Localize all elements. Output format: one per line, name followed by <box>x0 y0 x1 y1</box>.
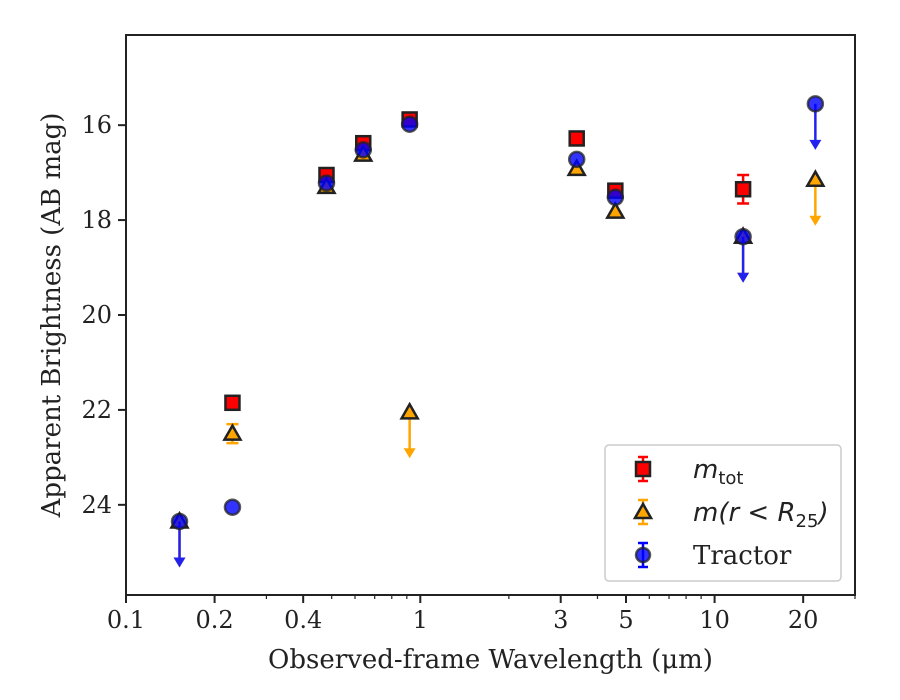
y-tick-label: 18 <box>81 206 112 234</box>
legend: mtot m(r < R25) Tractor <box>604 444 842 582</box>
data-point-triangle <box>605 200 626 219</box>
y-tick-label: 20 <box>81 301 112 329</box>
y-tick-label: 16 <box>81 111 112 139</box>
series-square <box>224 111 752 412</box>
data-point-triangle <box>805 169 826 188</box>
data-point-circle <box>567 150 586 169</box>
data-point-circle <box>634 546 652 564</box>
y-tick-label: 22 <box>81 396 112 424</box>
x-tick-label: 0.1 <box>107 606 145 634</box>
upper-limit-arrow-head <box>809 139 822 150</box>
x-tick-label: 0.4 <box>284 606 322 634</box>
upper-limit-arrow-head <box>403 448 416 459</box>
y-axis-label: Apparent Brightness (AB mag) <box>37 113 67 519</box>
x-tick-label: 20 <box>788 606 819 634</box>
data-point-circle <box>170 512 189 531</box>
x-tick-label: 3 <box>553 606 568 634</box>
x-tick-label: 1 <box>413 606 428 634</box>
legend-label-circle: Tractor <box>693 541 792 571</box>
legend-label-triangle: m(r < R25) <box>693 498 829 532</box>
data-point-triangle <box>632 501 654 520</box>
data-point-square <box>734 180 752 198</box>
data-point-circle <box>606 188 625 207</box>
plot-area <box>169 95 826 568</box>
x-axis: 0.1 0.2 0.4 1 3 5 10 20 <box>107 595 856 634</box>
y-axis: 16 18 20 22 24 <box>81 111 126 519</box>
data-point-triangle <box>222 423 243 441</box>
x-tick-label: 0.2 <box>196 606 234 634</box>
data-point-circle <box>354 141 373 159</box>
series-circle <box>170 95 825 568</box>
y-tick-label: 24 <box>81 491 112 519</box>
data-point-square <box>568 130 585 147</box>
x-tick-label: 5 <box>618 606 633 634</box>
data-point-square <box>634 460 652 478</box>
data-point-circle <box>223 498 242 516</box>
x-tick-label: 10 <box>699 606 730 634</box>
upper-limit-arrow-head <box>173 557 186 568</box>
data-point-circle <box>317 174 336 192</box>
data-point-circle <box>806 95 825 113</box>
data-point-circle <box>734 227 752 246</box>
legend-box <box>604 444 842 582</box>
upper-limit-arrow-head <box>809 215 822 226</box>
data-point-circle <box>400 115 419 133</box>
data-point-triangle <box>399 401 420 420</box>
data-point-square <box>224 394 241 412</box>
legend-label-square: mtot <box>693 455 743 489</box>
upper-limit-arrow-head <box>737 272 750 283</box>
x-axis-label: Observed-frame Wavelength (μm) <box>268 645 713 675</box>
